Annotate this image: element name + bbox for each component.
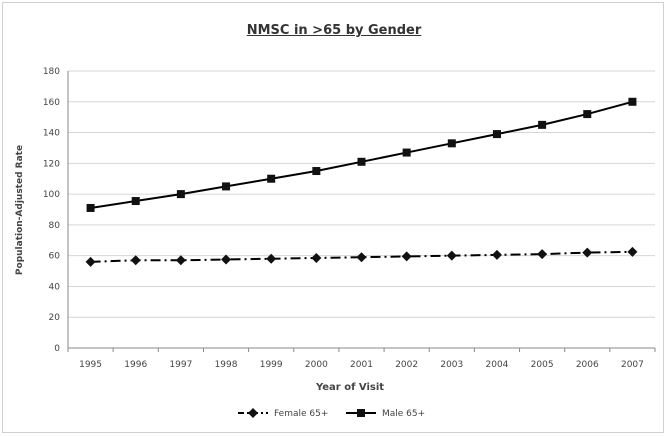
data-point-female-65 [582, 247, 593, 258]
y-tick-label: 140 [43, 129, 60, 139]
data-point-male-65 [222, 182, 231, 191]
axes: 0 20 40 60 80 100 120 140 160 180 1995 1996 1997 1998… [43, 67, 656, 370]
x-axis-label: Year of Visit [315, 382, 384, 393]
x-tick-label: 2004 [486, 360, 509, 370]
x-tick-label: 2000 [305, 360, 328, 370]
data-point-female-65 [221, 254, 232, 265]
data-point-male-65 [628, 97, 637, 106]
y-tick-label: 80 [49, 221, 61, 231]
chart-title: NMSC in >65 by Gender [246, 23, 422, 38]
y-tick-label: 0 [54, 344, 60, 354]
x-tick-label: 2006 [576, 360, 599, 370]
data-point-male-65 [583, 110, 592, 119]
y-axis-label: Population-Adjusted Rate [15, 145, 25, 275]
data-point-female-65 [130, 255, 141, 266]
series-male-65 [86, 97, 637, 212]
data-point-female-65 [356, 252, 367, 263]
y-tick-label: 100 [43, 190, 60, 200]
data-point-female-65 [446, 250, 457, 261]
y-tick-label: 60 [49, 252, 61, 262]
x-tick-label: 1998 [215, 360, 238, 370]
x-tick-label: 1996 [124, 360, 147, 370]
x-tick-label: 2002 [395, 360, 418, 370]
y-tick-label: 160 [43, 98, 60, 108]
x-tick-label: 2003 [440, 360, 463, 370]
data-point-male-65 [447, 139, 456, 148]
legend: Female 65+ Male 65+ [238, 408, 425, 419]
data-point-female-65 [175, 255, 186, 266]
data-point-female-65 [266, 253, 277, 264]
legend-marker-female-65 [248, 408, 258, 418]
data-point-female-65 [311, 252, 322, 263]
data-point-female-65 [491, 249, 502, 260]
data-point-male-65 [131, 197, 140, 206]
series-female-65 [85, 246, 638, 267]
data-point-female-65 [627, 246, 638, 257]
x-tick-label: 2005 [531, 360, 554, 370]
legend-label-female-65: Female 65+ [274, 409, 328, 419]
x-tick-label: 1999 [260, 360, 283, 370]
series-line-male-65 [90, 100, 633, 209]
x-tick-label: 2001 [350, 360, 373, 370]
y-tick-label: 120 [43, 159, 60, 169]
x-tick-label: 1995 [79, 360, 102, 370]
data-point-male-65 [267, 174, 276, 183]
x-tick-label: 2007 [621, 360, 644, 370]
legend-item-female-65: Female 65+ [238, 408, 328, 419]
data-point-male-65 [357, 157, 366, 166]
data-point-male-65 [86, 203, 95, 212]
data-point-male-65 [492, 130, 501, 139]
data-point-female-65 [401, 251, 412, 262]
y-tick-label: 40 [49, 282, 61, 292]
y-tick-label: 180 [43, 67, 60, 77]
data-point-male-65 [402, 148, 411, 157]
data-point-female-65 [537, 249, 548, 260]
gridlines [68, 70, 655, 349]
legend-marker-male-65 [357, 409, 365, 417]
data-point-male-65 [538, 120, 547, 129]
legend-item-male-65: Male 65+ [346, 409, 425, 419]
chart-frame [2, 2, 664, 433]
y-tick-label: 20 [49, 313, 61, 323]
x-tick-label: 1997 [169, 360, 192, 370]
series-group [85, 97, 638, 267]
data-point-male-65 [176, 190, 185, 199]
legend-label-male-65: Male 65+ [382, 409, 425, 419]
data-point-female-65 [85, 256, 96, 267]
data-point-male-65 [312, 167, 321, 176]
